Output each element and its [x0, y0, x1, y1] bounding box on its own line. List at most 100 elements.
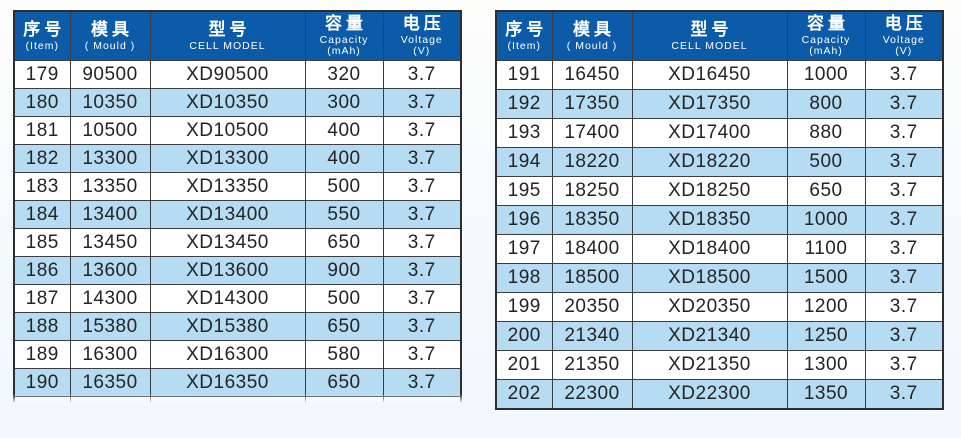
column-header-zh: 容量	[807, 14, 849, 33]
column-header-sub: Voltage (V)	[400, 34, 443, 57]
cell-model: XD17400	[631, 118, 788, 148]
cell-mould: 13600	[69, 256, 151, 285]
battery-table-right-wrap: 序号 (Item) 模具( Mould ) 型号 CELL MODEL 容量 Capacit…	[495, 10, 944, 410]
cell-mould: 18400	[551, 234, 633, 264]
column-header-zh: 序号	[505, 19, 548, 39]
cell-capacity: 1000	[786, 60, 866, 90]
cell-capacity: 880	[786, 118, 866, 148]
cell-item: 197	[495, 234, 553, 264]
cell-item: 196	[495, 205, 553, 235]
column-header-item: 序号 (Item)	[13, 10, 71, 61]
column-header-voltage: 电压 Voltage (V)	[382, 10, 462, 61]
cell-model-empty	[149, 396, 306, 402]
cell-mould: 16450	[551, 60, 633, 90]
cell-mould: 18250	[551, 176, 633, 206]
column-header-sub: CELL MODEL	[671, 39, 748, 52]
column-header-zh: 型号	[208, 19, 251, 39]
cell-capacity: 580	[304, 340, 384, 369]
cell-voltage: 3.7	[864, 89, 944, 119]
cell-item: 201	[495, 350, 553, 380]
cell-mould: 17400	[551, 118, 633, 148]
cell-mould-empty	[69, 396, 151, 402]
cell-voltage: 3.7	[382, 368, 462, 397]
cell-model: XD20350	[631, 292, 788, 322]
cell-capacity: 1000	[786, 205, 866, 235]
cell-capacity: 900	[304, 256, 384, 285]
cell-mould: 10350	[69, 88, 151, 117]
cell-voltage: 3.7	[864, 379, 944, 409]
cell-voltage: 3.7	[382, 60, 462, 89]
column-header-model: 型号 CELL MODEL	[631, 10, 788, 61]
cell-item: 186	[13, 256, 71, 285]
cell-capacity: 500	[786, 147, 866, 177]
table-body: 179 90500 XD90500 320 3.7 180 10350 XD10350 300 3…	[13, 60, 462, 402]
cell-capacity: 650	[304, 228, 384, 257]
table-row: 186 13600 XD13600 900 3.7	[13, 256, 462, 285]
cell-model: XD18350	[631, 205, 788, 235]
table-header: 序号 (Item) 模具( Mould ) 型号 CELL MODEL 容量 Capacit…	[13, 10, 462, 61]
partial-cropped-row	[13, 396, 462, 402]
column-header-sub: Capacity (mAh)	[319, 34, 369, 57]
cell-mould: 14300	[69, 284, 151, 313]
cell-mould: 18500	[551, 263, 633, 293]
table-row: 182 13300 XD13300 400 3.7	[13, 144, 462, 173]
cell-mould: 20350	[551, 292, 633, 322]
table-row: 202 22300 XD22300 1350 3.7	[495, 379, 944, 409]
cell-model: XD16350	[149, 368, 306, 397]
cell-mould: 21340	[551, 321, 633, 351]
cell-item: 187	[13, 284, 71, 313]
cell-mould: 15380	[69, 312, 151, 341]
cell-item: 192	[495, 89, 553, 119]
table-body: 191 16450 XD16450 1000 3.7 192 17350 XD17350 800…	[495, 60, 944, 409]
table-row: 199 20350 XD20350 1200 3.7	[495, 292, 944, 322]
table-row: 192 17350 XD17350 800 3.7	[495, 89, 944, 119]
cell-model: XD10500	[149, 116, 306, 145]
cell-mould: 22300	[551, 379, 633, 409]
cell-mould: 21350	[551, 350, 633, 380]
cell-item: 193	[495, 118, 553, 148]
column-header-zh: 型号	[690, 19, 733, 39]
cell-item: 191	[495, 60, 553, 90]
cell-voltage: 3.7	[382, 228, 462, 257]
column-header-mould: 模具( Mould )	[69, 10, 151, 61]
column-header-zh: 序号	[23, 19, 66, 39]
table-row: 191 16450 XD16450 1000 3.7	[495, 60, 944, 90]
cell-voltage: 3.7	[864, 321, 944, 351]
table-row: 194 18220 XD18220 500 3.7	[495, 147, 944, 177]
cell-mould: 17350	[551, 89, 633, 119]
cell-item: 185	[13, 228, 71, 257]
cell-model: XD18500	[631, 263, 788, 293]
battery-table-left-wrap: 序号 (Item) 模具( Mould ) 型号 CELL MODEL 容量 Capacit…	[11, 10, 464, 405]
cell-model: XD18220	[631, 147, 788, 177]
column-header-capacity: 容量 Capacity (mAh)	[786, 10, 866, 61]
cell-mould: 13400	[69, 200, 151, 229]
cell-voltage-empty	[382, 396, 462, 402]
cell-item: 199	[495, 292, 553, 322]
cell-item-empty	[13, 396, 71, 402]
table-row: 184 13400 XD13400 550 3.7	[13, 200, 462, 229]
cell-item: 200	[495, 321, 553, 351]
table-row: 197 18400 XD18400 1100 3.7	[495, 234, 944, 264]
table-row: 196 18350 XD18350 1000 3.7	[495, 205, 944, 235]
column-header-sub: CELL MODEL	[189, 39, 266, 52]
cell-item: 190	[13, 368, 71, 397]
column-header-sub: (Item)	[25, 39, 59, 52]
cell-capacity: 550	[304, 200, 384, 229]
cell-mould: 13450	[69, 228, 151, 257]
cell-item: 180	[13, 88, 71, 117]
cell-model: XD16450	[631, 60, 788, 90]
cell-voltage: 3.7	[864, 176, 944, 206]
column-header-zh: 模具	[573, 19, 615, 39]
battery-table-right: 序号 (Item) 模具( Mould ) 型号 CELL MODEL 容量 Capacit…	[495, 10, 944, 410]
cell-item: 181	[13, 116, 71, 145]
table-row: 180 10350 XD10350 300 3.7	[13, 88, 462, 117]
cell-model: XD90500	[149, 60, 306, 89]
column-header-zh: 容量	[325, 14, 367, 33]
cell-item: 202	[495, 379, 553, 409]
table-row: 201 21350 XD21350 1300 3.7	[495, 350, 944, 380]
column-header-zh: 电压	[884, 14, 927, 33]
column-header-voltage: 电压 Voltage (V)	[864, 10, 944, 61]
cell-capacity: 1350	[786, 379, 866, 409]
table-row: 198 18500 XD18500 1500 3.7	[495, 263, 944, 293]
